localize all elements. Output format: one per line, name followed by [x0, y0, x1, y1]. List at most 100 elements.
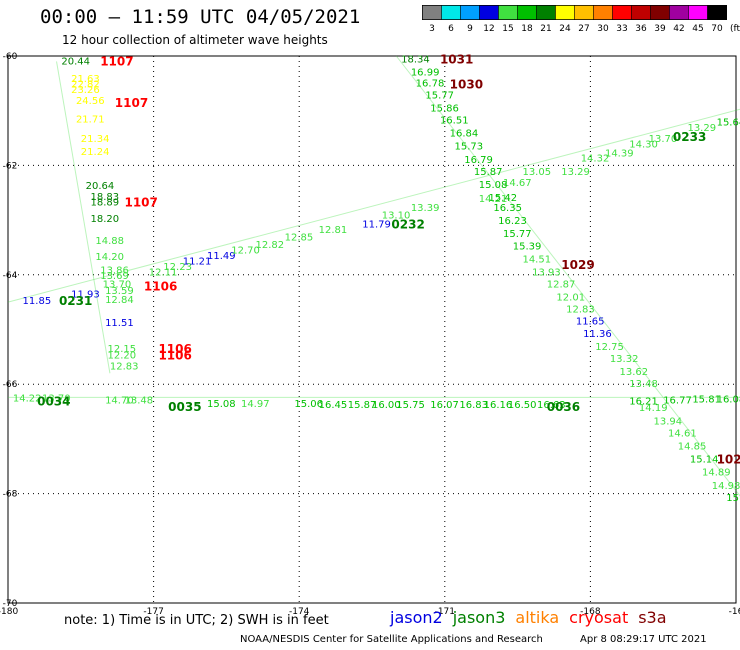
legend-value-label: 12	[483, 24, 494, 34]
lon-tick-label: -16	[729, 607, 740, 617]
legend-swatch	[650, 5, 670, 20]
pass-time-label: 1106	[158, 349, 191, 363]
legend-swatch	[460, 5, 480, 20]
pass-time-label: 1031	[440, 53, 473, 67]
wave-height-label: 14.97	[241, 399, 270, 410]
lon-tick-label: -180	[0, 607, 18, 617]
wave-height-label: 13.70	[649, 134, 678, 145]
wave-height-label: 15.86	[430, 103, 459, 114]
wave-height-label: 12.82	[256, 240, 285, 251]
wave-height-label: 14.39	[605, 148, 634, 159]
legend-swatch	[441, 5, 461, 20]
wave-height-label: 12.15	[107, 344, 136, 355]
wave-height-label: 15.06	[294, 399, 323, 410]
legend-swatch	[593, 5, 613, 20]
legend-value-label: 30	[597, 24, 609, 34]
wave-height-label: 12.87	[547, 280, 576, 291]
wave-height-label: 15.77	[425, 90, 454, 101]
wave-height-label: 15.39	[513, 241, 542, 252]
wave-height-label: 13.62	[620, 367, 649, 378]
wave-height-label: 13.29	[561, 167, 590, 178]
wave-height-label: 18.34	[401, 55, 430, 66]
wave-height-label: 16.50	[508, 400, 537, 411]
wave-height-label: 14.51	[522, 254, 551, 265]
wave-height-label: 15.75	[396, 400, 425, 411]
satellite-tracks	[7, 55, 740, 497]
wave-height-label: 11.49	[207, 251, 236, 262]
legend-swatch	[631, 5, 651, 20]
wave-height-label: 11.65	[576, 317, 605, 328]
lat-tick-label: -70	[3, 599, 18, 609]
wave-height-label: 12.23	[163, 262, 192, 273]
wave-height-label: 16.99	[411, 67, 440, 78]
legend-value-label: 36	[635, 24, 647, 34]
wave-height-label: 14.85	[678, 441, 707, 452]
wave-height-label: 13.94	[653, 416, 682, 427]
pass-time-label: 1107	[115, 96, 148, 110]
wave-height-label: 16.23	[498, 216, 527, 227]
page-title: 00:00 – 11:59 UTC 04/05/2021	[40, 6, 361, 28]
wave-height-label: 18.89	[91, 198, 120, 209]
legend-value-label: 39	[654, 24, 666, 34]
pass-time-label: 0231	[59, 294, 92, 308]
wave-height-label: 11.51	[105, 318, 134, 329]
pass-time-label: 0035	[168, 400, 201, 414]
legend-value-label: 3	[429, 24, 435, 34]
legend-swatch	[479, 5, 499, 20]
satellite-legend-item: jason3	[452, 608, 506, 627]
pass-time-label: 0036	[547, 400, 580, 414]
pass-time-label: 1029	[561, 258, 594, 272]
wave-height-label: 14.89	[702, 468, 731, 479]
legend-value-label: 45	[692, 24, 703, 34]
wave-height-label: 15.08	[207, 399, 236, 410]
wave-height-label: 16.35	[493, 203, 522, 214]
wave-height-label: 14.70	[105, 396, 134, 407]
track-line	[56, 61, 111, 374]
wave-height-label: 21.63	[71, 74, 100, 85]
wave-height-label: 16.08	[717, 394, 740, 405]
satellite-legend-item: s3a	[638, 608, 667, 627]
wave-height-label: 12.20	[107, 351, 136, 362]
axis-tick-labels: -180 -177 -174 -171 -168 -16 -60 -62 -64 -66 -68 -7…	[0, 52, 740, 617]
generated-timestamp: Apr 8 08:29:17 UTC 2021	[580, 634, 707, 645]
wave-height-label: 13.10	[382, 211, 411, 222]
legend-value-label: 18	[521, 24, 533, 34]
pass-time-label: 1107	[100, 54, 133, 68]
lat-tick-label: -62	[3, 161, 18, 171]
wave-height-label: 15.64	[717, 118, 740, 129]
legend-value-label: 6	[448, 24, 454, 34]
legend-value-label: 33	[616, 24, 627, 34]
wave-height-label: 15.42	[488, 193, 517, 204]
pass-time-label: 1106	[158, 342, 191, 356]
lon-tick-label: -171	[435, 607, 455, 617]
pass-time-label: 1107	[124, 196, 157, 210]
wave-height-label: 13.32	[610, 354, 639, 365]
legend-value-label: 9	[467, 24, 473, 34]
wave-height-label: 12.01	[556, 293, 585, 304]
map-grid	[8, 56, 736, 603]
legend-swatch	[422, 5, 442, 20]
wave-height-label: 12.84	[105, 295, 134, 306]
track-line	[395, 55, 740, 497]
legend-value-label: 42	[673, 24, 684, 34]
wave-height-label: 22.82	[71, 79, 100, 90]
wave-height-label: 13.05	[522, 167, 551, 178]
lat-tick-label: -64	[3, 271, 18, 281]
plot-border	[7, 55, 737, 604]
pass-time-label: 1030	[450, 77, 483, 91]
lat-tick-label: -68	[3, 490, 18, 500]
wave-height-label: 13.93	[532, 268, 561, 279]
wave-height-label: 12.11	[149, 268, 178, 279]
pass-time-label: 0233	[673, 130, 706, 144]
wave-height-label: 15.14	[690, 455, 719, 466]
legend-unit-label: (ft)	[730, 24, 740, 34]
wave-height-label: 21.24	[81, 147, 110, 158]
wave-height-label: 16.84	[450, 129, 479, 140]
wave-height-label: 14.98	[712, 481, 740, 492]
satellite-legend-item: jason2	[390, 608, 443, 627]
wave-height-label: 12.75	[595, 342, 624, 353]
wave-height-label: 24.56	[76, 96, 105, 107]
wave-height-label: 12.83	[566, 305, 595, 316]
legend-value-label: 15	[502, 24, 513, 34]
